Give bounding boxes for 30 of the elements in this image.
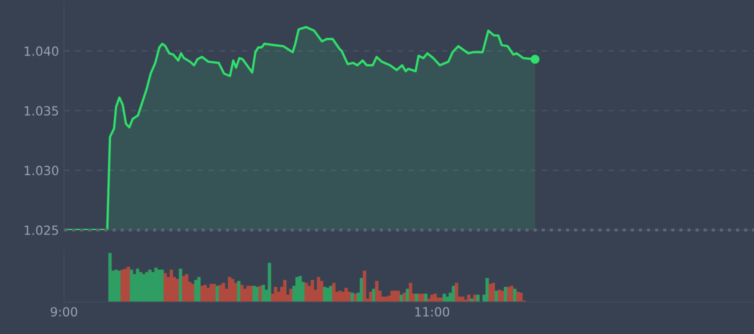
- bar: [519, 292, 523, 302]
- bar: [494, 290, 498, 302]
- bar: [164, 273, 167, 302]
- bar: [424, 294, 428, 302]
- bar: [310, 280, 314, 302]
- bar: [427, 298, 431, 302]
- bar: [486, 278, 489, 302]
- y-tick-label: 1.040: [24, 46, 58, 56]
- bar: [402, 292, 406, 302]
- bar: [332, 282, 336, 302]
- bar: [218, 284, 222, 302]
- bar: [473, 294, 477, 302]
- y-tick-label: 1.025: [24, 225, 58, 235]
- bar: [460, 296, 464, 302]
- bar: [320, 280, 324, 302]
- y-tick-label: 1.035: [24, 106, 58, 116]
- bar: [289, 288, 293, 302]
- bar: [375, 280, 378, 302]
- bar: [126, 266, 130, 302]
- bar: [283, 280, 286, 302]
- y-tick-label: 1.030: [24, 166, 58, 176]
- bar: [396, 290, 400, 302]
- bar: [184, 274, 188, 302]
- bar: [467, 294, 470, 302]
- bar: [197, 276, 201, 302]
- bar: [492, 282, 496, 302]
- bar: [433, 294, 437, 302]
- bar: [442, 294, 446, 302]
- x-tick-label: 9:00: [50, 307, 78, 317]
- x-tick-label: 11:00: [415, 307, 450, 317]
